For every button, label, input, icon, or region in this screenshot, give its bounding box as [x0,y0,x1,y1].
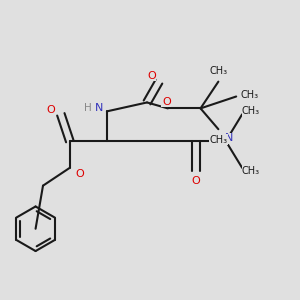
Text: O: O [147,71,156,81]
Text: H: H [84,103,92,113]
Text: CH₃: CH₃ [241,90,259,100]
Text: CH₃: CH₃ [209,66,227,76]
Text: N: N [94,103,103,113]
Text: O: O [192,176,200,186]
Text: O: O [46,105,55,115]
Text: N: N [225,133,233,143]
Text: CH₃: CH₃ [209,135,227,145]
Text: O: O [162,97,171,107]
Text: CH₃: CH₃ [242,166,260,176]
Text: CH₃: CH₃ [242,106,260,116]
Text: O: O [76,169,85,179]
